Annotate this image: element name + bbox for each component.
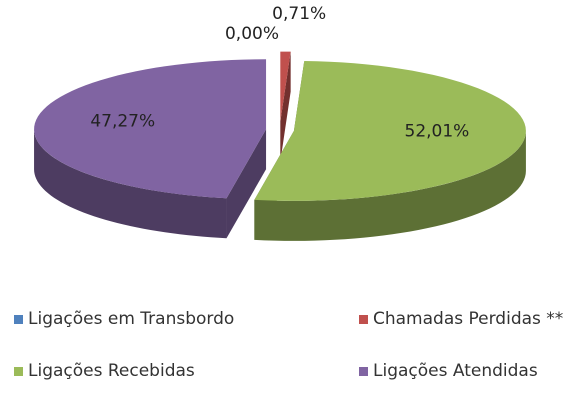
slice [34, 59, 267, 199]
legend-swatch [14, 367, 23, 376]
slice [280, 51, 291, 122]
data-label: 52,01% [405, 122, 470, 142]
pie-area: 0,00%0,71% 52,01% 47,27% [34, 4, 526, 241]
legend-swatch [359, 367, 368, 376]
slice-wall [226, 129, 267, 239]
legend-item: Chamadas Perdidas ** [359, 308, 574, 330]
legend-swatch [359, 315, 368, 324]
legend-swatch [14, 315, 23, 324]
data-label: 47,27% [90, 112, 155, 132]
data-label: 0,00% [225, 24, 279, 44]
legend-item: Ligações Atendidas [359, 360, 574, 382]
data-label: 0,71% [272, 4, 326, 24]
legend-label: Ligações em Transbordo [28, 309, 235, 329]
legend: Ligações em Transbordo Chamadas Perdidas … [14, 308, 584, 382]
slice-side [34, 129, 227, 239]
legend-label: Ligações Recebidas [28, 361, 195, 381]
slice-wall [280, 51, 291, 162]
legend-label: Chamadas Perdidas ** [373, 309, 564, 329]
legend-item: Ligações Recebidas [14, 360, 359, 382]
legend-label: Ligações Atendidas [373, 361, 538, 381]
slice-side [254, 130, 526, 241]
legend-item: Ligações em Transbordo [14, 308, 359, 330]
slice [254, 60, 526, 201]
